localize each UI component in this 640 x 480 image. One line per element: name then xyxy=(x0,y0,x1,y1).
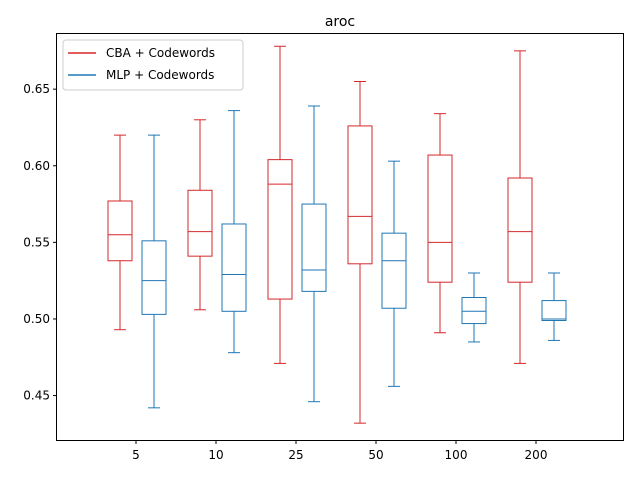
x-tick-label: 50 xyxy=(368,448,383,462)
chart-title: aroc xyxy=(325,14,355,30)
legend-label-series-1: CBA + Codewords xyxy=(106,46,215,60)
box-50-series-1 xyxy=(347,80,373,424)
iqr-box xyxy=(427,154,453,283)
iqr-box xyxy=(507,177,533,283)
y-tick-label: 0.50 xyxy=(23,312,50,326)
x-tick-label: 10 xyxy=(208,448,223,462)
iqr-box xyxy=(301,203,327,292)
iqr-box xyxy=(221,223,247,312)
series-1 xyxy=(107,45,533,424)
box-5-series-1 xyxy=(107,134,133,331)
iqr-box xyxy=(381,232,407,309)
y-tick-label: 0.65 xyxy=(23,82,50,96)
y-tick-label: 0.45 xyxy=(23,389,50,403)
x-tick-label: 5 xyxy=(132,448,140,462)
iqr-box xyxy=(107,200,133,262)
box-200-series-1 xyxy=(507,50,533,364)
legend-box xyxy=(62,39,244,91)
box-50-series-2 xyxy=(381,160,407,387)
box-10-series-2 xyxy=(221,110,247,354)
y-tick-label: 0.60 xyxy=(23,159,50,173)
box-25-series-2 xyxy=(301,105,327,403)
series-2 xyxy=(141,105,567,409)
box-200-series-2 xyxy=(541,272,567,341)
x-tick-label: 100 xyxy=(445,448,468,462)
iqr-box xyxy=(461,297,487,325)
legend-label-series-2: MLP + Codewords xyxy=(106,68,214,82)
axis-layer: 5 10 25 50 100 200 0.45 0.50 0.55 0.60 0.65 xyxy=(23,82,547,462)
x-tick-label: 200 xyxy=(525,448,548,462)
x-tick-label: 25 xyxy=(288,448,303,462)
y-tick-label: 0.55 xyxy=(23,235,50,249)
plot-frame xyxy=(56,33,624,441)
box-25-series-1 xyxy=(267,45,293,364)
legend: CBA + Codewords MLP + Codewords xyxy=(62,39,244,91)
iqr-box xyxy=(141,240,167,315)
iqr-box xyxy=(187,189,213,257)
box-100-series-1 xyxy=(427,113,453,334)
iqr-box xyxy=(541,300,567,321)
box-10-series-1 xyxy=(187,119,213,311)
box-100-series-2 xyxy=(461,272,487,343)
iqr-box xyxy=(347,125,373,265)
iqr-box xyxy=(267,159,293,300)
plot-layer xyxy=(107,45,567,424)
box-5-series-2 xyxy=(141,134,167,409)
